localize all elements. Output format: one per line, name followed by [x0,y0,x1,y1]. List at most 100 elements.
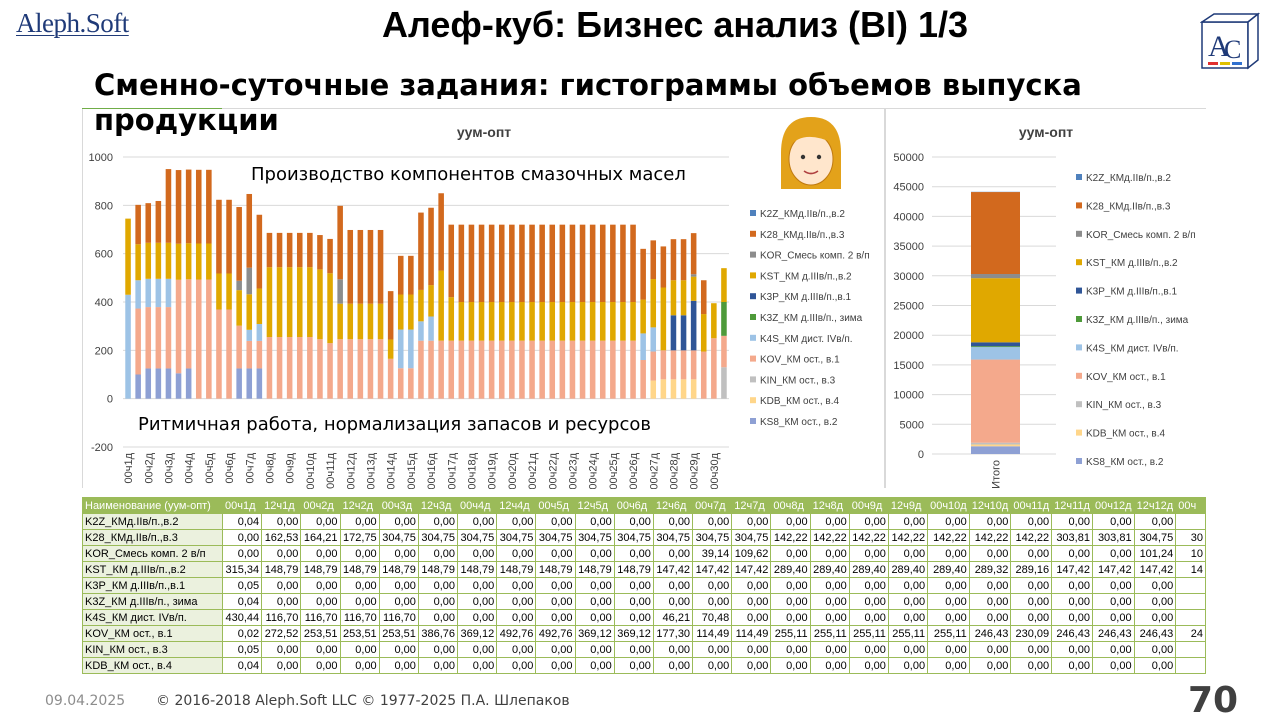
table-cell: 0,00 [848,657,889,674]
x-tick-label: 00ч27д [648,452,660,489]
x-tick-label: 00ч12д [345,452,357,489]
bar-segment [448,297,455,341]
bar-segment [498,224,505,302]
bar-segment [620,302,626,341]
bar-segment [579,340,586,399]
legend-label: KST_КМ д.IIIв/п.,в.2 [760,271,852,282]
table-cell: 0,00 [535,609,576,626]
legend-swatch [1076,372,1082,379]
table-row-label: K2Z_КМд.IIв/п.,в.2 [82,513,223,530]
table-cell: 0,00 [378,641,419,658]
bar-segment [549,340,556,399]
bar-segment [971,342,1020,347]
table-cell: 114,49 [692,625,733,642]
table-header-cell: 00ч1д [221,497,263,514]
bar-segment [498,340,505,399]
bar-segment [680,315,687,351]
table-cell: 0,00 [1133,593,1177,610]
bar-segment [529,340,535,399]
table-cell [1175,657,1206,674]
bar-segment [276,232,283,268]
avatar-fringe [789,125,833,147]
table-cell: 0,00 [1133,577,1177,594]
table-cell: 0,00 [1091,609,1135,626]
table-cell: 0,00 [652,641,694,658]
bar-segment [509,302,515,341]
bar-segment [971,347,1020,360]
table-cell: 0,00 [457,657,498,674]
x-tick-label: 00ч20д [507,452,519,489]
table-cell: 147,42 [1051,561,1093,578]
bar-segment [519,224,525,302]
bar-segment [438,193,444,271]
bar-segment [165,169,172,243]
table-cell: 0,00 [1051,609,1093,626]
bar-segment [256,368,263,399]
bar-segment [610,224,616,302]
table-row-label: K4S_КМ дист. IVв/п. [82,609,223,626]
bar-segment [327,238,333,274]
bar-segment [135,374,141,399]
table-cell: 0,00 [1051,641,1093,658]
table-row-label: KST_КМ д.IIIв/п.,в.2 [82,561,223,578]
svg-text:C: C [1224,35,1241,64]
accent-line [82,108,222,109]
table-header-cell: 12ч5д [574,497,615,514]
legend-label: KS8_КМ ост., в.2 [1086,457,1164,468]
table-cell: 162,53 [261,529,302,546]
x-tick-label: 00ч17д [446,452,458,489]
bar-segment [246,368,253,399]
table-cell: 0,00 [1051,545,1093,562]
table-cell: 101,24 [1133,545,1177,562]
bar-segment [357,339,364,399]
legend-swatch [1076,202,1082,209]
bar-segment [559,302,566,341]
table-cell: 0,00 [339,641,380,658]
chart-title: уум-опт [1019,124,1073,140]
bar-segment [640,360,646,399]
table-cell: 304,75 [417,529,459,546]
bar-segment [690,379,697,399]
table-cell: 0,00 [1051,577,1093,594]
legend-swatch [750,418,756,424]
table-cell: 304,75 [1133,529,1177,546]
bar-segment [367,229,374,304]
bar-segment [175,170,182,244]
table-cell: 246,43 [968,625,1012,642]
legend-swatch [750,314,756,320]
table-cell: 255,11 [809,625,850,642]
table-cell: 0,00 [1091,577,1135,594]
table-cell: 0,00 [652,657,694,674]
x-tick-label: 00ч7д [244,452,256,483]
bar-segment [307,267,313,338]
table-cell: 148,79 [417,561,459,578]
bar-segment [539,224,545,302]
bar-segment [630,340,636,399]
bar-segment [327,273,333,344]
table-cell: 0,00 [1051,513,1093,530]
table-cell: 0,00 [496,545,537,562]
table-cell: 0,00 [1091,513,1135,530]
legend-label: KS8_КМ ост., в.2 [760,417,838,428]
bar-segment [317,269,323,340]
table-row: K2Z_КМд.IIв/п.,в.2 0,04 0,00 0,00 0,00 0,00 0,… [82,513,1206,530]
table-cell: 0,00 [1010,641,1053,658]
table-cell: 0,00 [300,641,341,658]
table-cell: 0,00 [809,641,850,658]
bar-segment [286,267,293,338]
bar-segment [579,224,586,302]
bar-segment [650,351,657,381]
bar-segment [226,199,232,274]
table-header-cell: 00ч6д [613,497,654,514]
bar-segment [206,169,212,244]
table-cell: 164,21 [300,529,341,546]
table-cell: 0,00 [1133,609,1177,626]
bar-segment [680,239,687,281]
legend-swatch [750,334,756,341]
table-cell: 492,76 [535,625,576,642]
bar-segment [266,232,273,268]
table-cell: 0,00 [378,545,419,562]
table-cell: 0,00 [770,593,811,610]
table-cell: 0,00 [1091,641,1135,658]
bar-segment [448,340,455,399]
